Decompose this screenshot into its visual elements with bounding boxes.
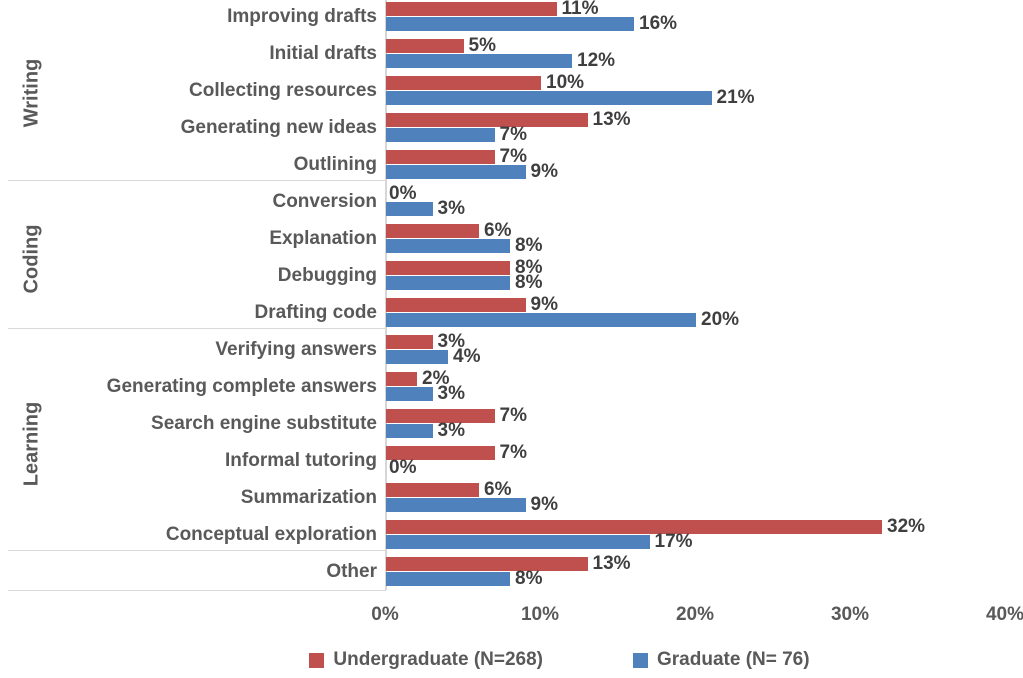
bar-undergraduate-drafting-code xyxy=(386,298,526,312)
category-label-improving-drafts: Improving drafts xyxy=(227,5,377,27)
value-label-graduate-conversion: 3% xyxy=(437,198,465,219)
value-label-graduate-conceptual-exploration: 17% xyxy=(654,531,693,552)
legend-swatch-undergraduate xyxy=(309,652,325,668)
category-label-search-engine-substitute: Search engine substitute xyxy=(151,412,377,434)
value-label-undergraduate-drafting-code: 9% xyxy=(530,294,558,315)
legend: Undergraduate (N=268) Graduate (N= 76) xyxy=(48,649,1023,671)
bar-undergraduate-verifying-answers xyxy=(386,335,433,349)
bar-undergraduate-other xyxy=(386,557,588,571)
bar-graduate-explanation xyxy=(386,239,510,253)
bar-graduate-other xyxy=(386,572,510,586)
x-tick-3: 30% xyxy=(830,604,870,625)
value-label-graduate-explanation: 8% xyxy=(515,235,543,256)
group-separator xyxy=(8,590,386,591)
value-label-graduate-search-engine-substitute: 3% xyxy=(437,420,465,441)
category-label-collecting-resources: Collecting resources xyxy=(189,79,377,101)
value-label-undergraduate-search-engine-substitute: 7% xyxy=(499,405,527,426)
legend-label-undergraduate: Undergraduate (N=268) xyxy=(333,649,543,670)
value-label-undergraduate-initial-drafts: 5% xyxy=(468,35,496,56)
bar-undergraduate-improving-drafts xyxy=(386,2,557,16)
value-label-graduate-informal-tutoring: 0% xyxy=(389,457,417,478)
value-label-graduate-drafting-code: 20% xyxy=(701,309,740,330)
value-label-undergraduate-collecting-resources: 10% xyxy=(546,72,585,93)
category-label-informal-tutoring: Informal tutoring xyxy=(225,449,377,471)
category-label-explanation: Explanation xyxy=(269,227,377,249)
value-label-undergraduate-conceptual-exploration: 32% xyxy=(887,516,926,537)
bar-graduate-summarization xyxy=(386,498,526,512)
bar-graduate-verifying-answers xyxy=(386,350,448,364)
category-label-outlining: Outlining xyxy=(293,153,377,175)
value-label-graduate-initial-drafts: 12% xyxy=(577,50,616,71)
category-label-generating-complete-answers: Generating complete answers xyxy=(106,375,377,397)
bar-undergraduate-informal-tutoring xyxy=(386,446,495,460)
value-label-graduate-improving-drafts: 16% xyxy=(639,13,678,34)
value-label-graduate-debugging: 8% xyxy=(515,272,543,293)
bar-graduate-debugging xyxy=(386,276,510,290)
category-axis-line xyxy=(385,0,387,590)
bar-undergraduate-debugging xyxy=(386,261,510,275)
value-label-graduate-generating-complete-answers: 3% xyxy=(437,383,465,404)
bar-graduate-collecting-resources xyxy=(386,91,712,105)
value-label-undergraduate-outlining: 7% xyxy=(499,146,527,167)
value-label-graduate-summarization: 9% xyxy=(530,494,558,515)
group-separator xyxy=(8,328,386,329)
value-label-undergraduate-debugging: 8% xyxy=(515,257,543,278)
value-label-graduate-collecting-resources: 21% xyxy=(716,87,755,108)
value-label-undergraduate-conversion: 0% xyxy=(389,183,417,204)
category-label-conceptual-exploration: Conceptual exploration xyxy=(165,523,377,545)
group-label-coding: Coding xyxy=(20,224,43,294)
category-label-other: Other xyxy=(326,560,377,582)
value-label-graduate-other: 8% xyxy=(515,568,543,589)
bar-undergraduate-outlining xyxy=(386,150,495,164)
value-label-undergraduate-improving-drafts: 11% xyxy=(561,0,599,19)
value-label-undergraduate-summarization: 6% xyxy=(484,479,512,500)
value-label-undergraduate-verifying-answers: 3% xyxy=(437,331,465,352)
bar-graduate-conversion xyxy=(386,202,433,216)
bar-undergraduate-generating-new-ideas xyxy=(386,113,588,127)
group-label-learning: Learning xyxy=(20,401,43,487)
bar-graduate-outlining xyxy=(386,165,526,179)
value-label-undergraduate-generating-new-ideas: 13% xyxy=(592,109,631,130)
group-label-writing: Writing xyxy=(20,58,43,127)
value-label-graduate-verifying-answers: 4% xyxy=(453,346,481,367)
x-tick-2: 20% xyxy=(675,604,715,625)
bar-undergraduate-search-engine-substitute xyxy=(386,409,495,423)
bar-undergraduate-initial-drafts xyxy=(386,39,464,53)
value-label-undergraduate-generating-complete-answers: 2% xyxy=(422,368,450,389)
category-label-verifying-answers: Verifying answers xyxy=(215,338,377,360)
value-label-graduate-outlining: 9% xyxy=(530,161,558,182)
value-label-undergraduate-informal-tutoring: 7% xyxy=(499,442,527,463)
bar-graduate-improving-drafts xyxy=(386,17,634,31)
group-separator xyxy=(8,550,386,551)
category-label-summarization: Summarization xyxy=(240,486,377,508)
group-separator xyxy=(8,180,386,181)
bar-graduate-conceptual-exploration xyxy=(386,535,650,549)
legend-label-graduate: Graduate (N= 76) xyxy=(657,649,810,670)
x-tick-0: 0% xyxy=(371,604,399,625)
legend-item-graduate: Graduate (N= 76) xyxy=(633,649,810,671)
bar-graduate-drafting-code xyxy=(386,313,696,327)
legend-swatch-graduate xyxy=(633,652,648,668)
category-label-conversion: Conversion xyxy=(272,190,377,212)
category-label-drafting-code: Drafting code xyxy=(254,301,377,323)
category-label-generating-new-ideas: Generating new ideas xyxy=(180,116,377,138)
bar-graduate-generating-complete-answers xyxy=(386,387,433,401)
x-tick-1: 10% xyxy=(520,604,560,625)
bar-undergraduate-conceptual-exploration xyxy=(386,520,882,534)
bar-undergraduate-generating-complete-answers xyxy=(386,372,417,386)
category-label-debugging: Debugging xyxy=(277,264,377,286)
x-tick-4: 40% xyxy=(985,604,1023,625)
bar-undergraduate-summarization xyxy=(386,483,479,497)
bar-graduate-search-engine-substitute xyxy=(386,424,433,438)
bar-undergraduate-collecting-resources xyxy=(386,76,541,90)
value-label-undergraduate-explanation: 6% xyxy=(484,220,512,241)
bar-graduate-generating-new-ideas xyxy=(386,128,495,142)
bar-undergraduate-explanation xyxy=(386,224,479,238)
category-label-initial-drafts: Initial drafts xyxy=(269,42,377,64)
value-label-graduate-generating-new-ideas: 7% xyxy=(499,124,527,145)
value-label-undergraduate-other: 13% xyxy=(592,553,631,574)
legend-item-undergraduate: Undergraduate (N=268) xyxy=(309,649,543,671)
bar-graduate-initial-drafts xyxy=(386,54,572,68)
